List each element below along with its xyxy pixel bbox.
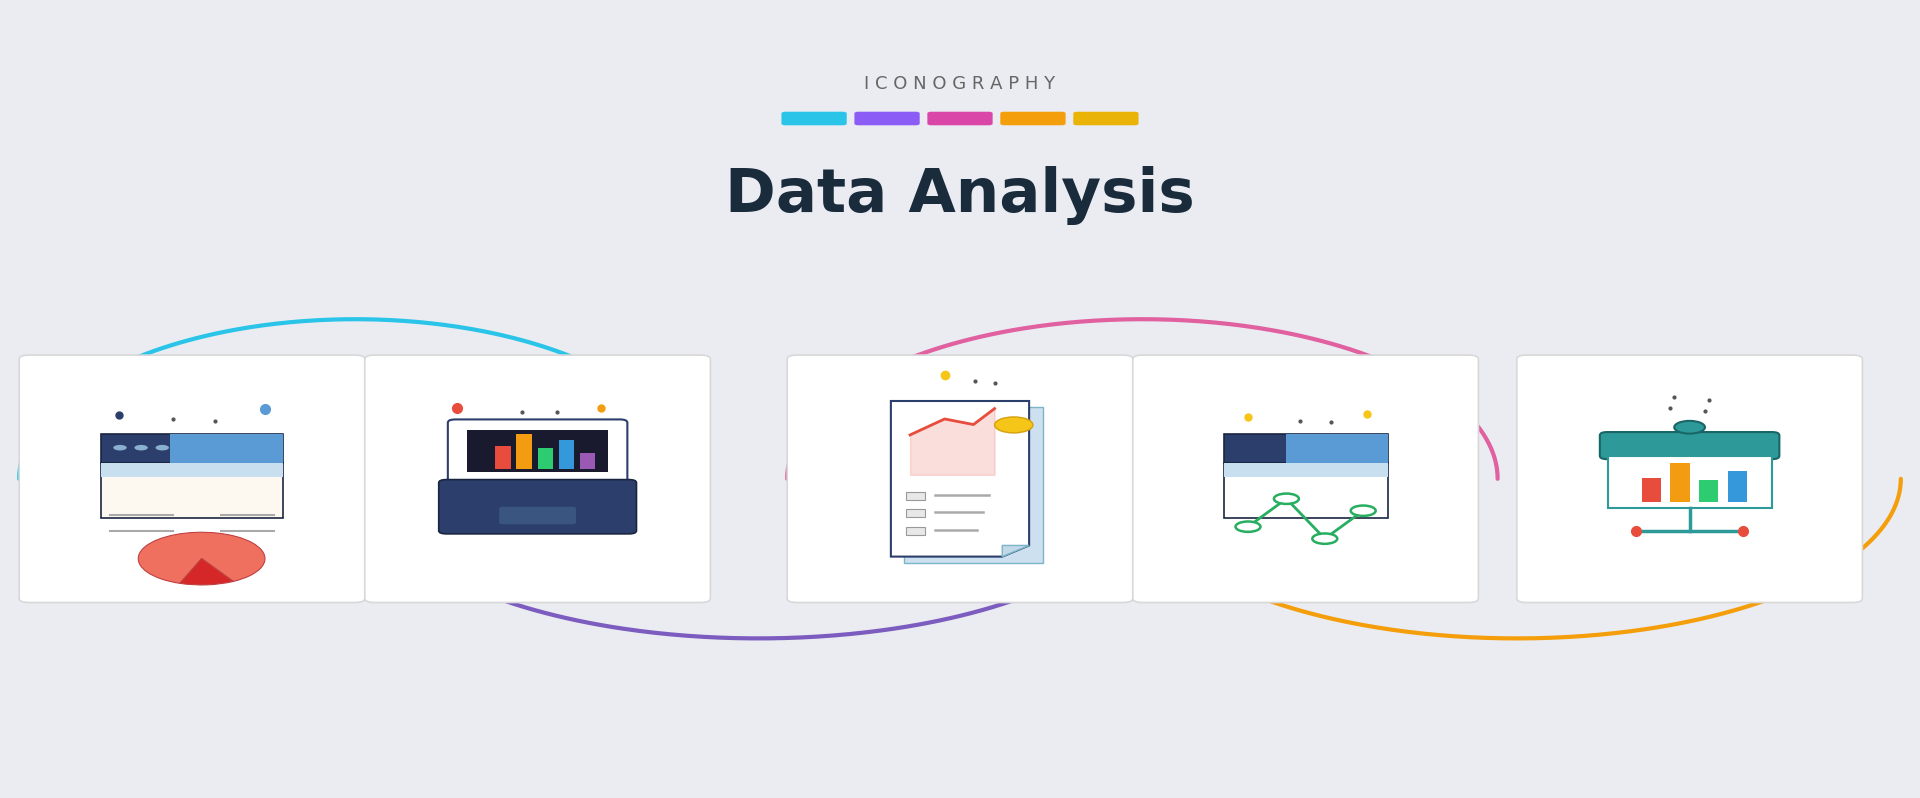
Polygon shape [1002, 546, 1029, 557]
FancyBboxPatch shape [499, 507, 576, 524]
Circle shape [134, 445, 148, 450]
FancyBboxPatch shape [171, 434, 284, 463]
FancyBboxPatch shape [538, 448, 553, 469]
Circle shape [1352, 506, 1375, 516]
FancyBboxPatch shape [1670, 464, 1690, 502]
FancyBboxPatch shape [19, 355, 365, 602]
FancyBboxPatch shape [495, 446, 511, 469]
FancyBboxPatch shape [467, 430, 609, 472]
FancyBboxPatch shape [906, 509, 925, 517]
FancyBboxPatch shape [787, 355, 1133, 602]
FancyBboxPatch shape [1728, 471, 1747, 502]
Wedge shape [180, 559, 234, 585]
FancyBboxPatch shape [1642, 478, 1661, 502]
FancyBboxPatch shape [1000, 112, 1066, 125]
Circle shape [1313, 533, 1338, 544]
FancyBboxPatch shape [904, 408, 1043, 563]
FancyBboxPatch shape [854, 112, 920, 125]
Circle shape [1275, 493, 1300, 504]
FancyBboxPatch shape [1223, 463, 1388, 518]
FancyBboxPatch shape [365, 355, 710, 602]
FancyBboxPatch shape [1517, 355, 1862, 602]
FancyBboxPatch shape [1133, 355, 1478, 602]
FancyBboxPatch shape [906, 527, 925, 535]
Circle shape [1236, 522, 1260, 532]
FancyBboxPatch shape [102, 434, 284, 463]
FancyBboxPatch shape [559, 440, 574, 469]
FancyBboxPatch shape [1607, 456, 1772, 508]
FancyBboxPatch shape [781, 112, 847, 125]
Circle shape [156, 445, 169, 450]
FancyBboxPatch shape [1599, 432, 1780, 459]
FancyBboxPatch shape [1223, 463, 1388, 476]
FancyBboxPatch shape [1223, 434, 1388, 463]
FancyBboxPatch shape [102, 463, 284, 518]
Wedge shape [138, 532, 265, 583]
Polygon shape [891, 401, 1029, 557]
FancyBboxPatch shape [580, 452, 595, 469]
FancyBboxPatch shape [102, 463, 284, 476]
FancyBboxPatch shape [1073, 112, 1139, 125]
Text: I C O N O G R A P H Y: I C O N O G R A P H Y [864, 75, 1056, 93]
FancyBboxPatch shape [906, 492, 925, 500]
FancyBboxPatch shape [447, 420, 628, 486]
FancyBboxPatch shape [516, 434, 532, 469]
FancyBboxPatch shape [1699, 480, 1718, 502]
Text: Data Analysis: Data Analysis [726, 166, 1194, 225]
FancyBboxPatch shape [927, 112, 993, 125]
Circle shape [113, 445, 127, 450]
Circle shape [1674, 421, 1705, 433]
FancyBboxPatch shape [1286, 434, 1388, 463]
FancyBboxPatch shape [440, 480, 637, 534]
Circle shape [995, 417, 1033, 433]
